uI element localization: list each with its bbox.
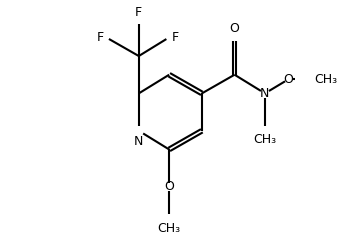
Text: O: O	[230, 22, 240, 35]
Text: O: O	[164, 180, 174, 193]
Text: CH₃: CH₃	[253, 133, 276, 146]
Text: F: F	[171, 31, 178, 44]
Text: F: F	[97, 31, 104, 44]
Text: N: N	[260, 87, 270, 100]
Text: O: O	[283, 73, 293, 86]
Text: N: N	[134, 135, 144, 148]
Text: F: F	[135, 6, 142, 19]
Text: CH₃: CH₃	[314, 73, 337, 86]
Text: CH₃: CH₃	[157, 222, 181, 235]
